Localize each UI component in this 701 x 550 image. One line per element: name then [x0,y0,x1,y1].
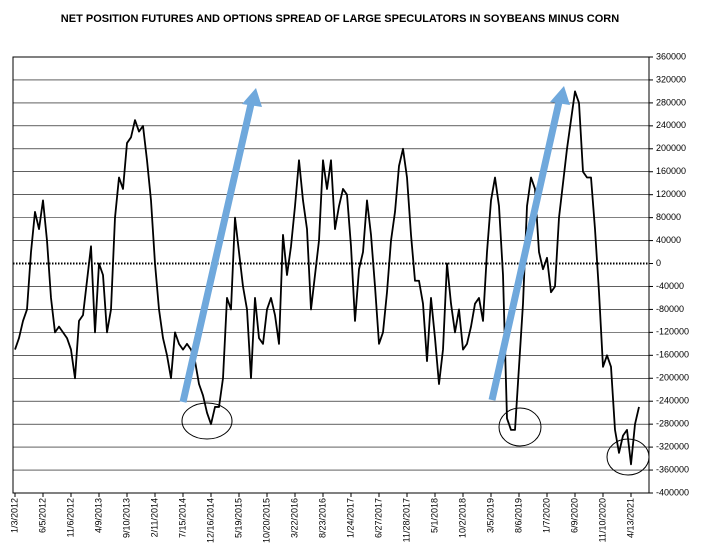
x-tick-label: 4/13/2021 [625,498,635,538]
circle-marker [181,402,233,440]
y-tick-label: 200000 [656,143,686,153]
y-tick-label: -400000 [656,487,689,497]
y-tick-label: 40000 [656,235,681,245]
x-tick-label: 4/9/2013 [93,498,103,533]
y-tick-label: -160000 [656,350,689,360]
x-tick-label: 10/2/2018 [457,498,467,538]
axes: -400000-360000-320000-280000-240000-2000… [9,51,689,543]
x-tick-label: 9/10/2013 [121,498,131,538]
arrow-head [550,86,570,105]
y-tick-label: -240000 [656,396,689,406]
x-tick-label: 11/28/2017 [401,498,411,542]
plot-frame [12,56,650,494]
x-tick-label: 7/15/2014 [177,498,187,538]
y-tick-label: -360000 [656,464,689,474]
y-tick-label: -200000 [656,373,689,383]
y-tick-label: 120000 [656,189,686,199]
y-tick-label: -80000 [656,304,684,314]
x-tick-label: 8/6/2019 [513,498,523,533]
y-tick-label: -280000 [656,419,689,429]
y-tick-label: 0 [656,258,661,268]
y-tick-label: 160000 [656,166,686,176]
x-tick-label: 3/5/2019 [485,498,495,533]
x-tick-label: 1/24/2017 [345,498,355,538]
y-tick-label: 240000 [656,120,686,130]
trend-arrow [179,103,255,403]
trend-arrow [488,101,563,401]
x-tick-label: 2/11/2014 [149,498,159,537]
x-tick-label: 5/19/2015 [233,498,243,538]
x-tick-label: 11/10/2020 [597,498,607,542]
y-tick-label: -40000 [656,281,684,291]
y-tick-label: 280000 [656,97,686,107]
x-tick-label: 8/23/2016 [317,498,327,538]
y-tick-label: 360000 [656,51,686,61]
x-tick-label: 12/16/2014 [205,498,215,543]
x-tick-label: 6/5/2012 [37,498,47,533]
x-tick-label: 3/22/2016 [289,498,299,538]
circle-marker [498,407,542,447]
x-tick-label: 5/1/2018 [429,498,439,533]
y-tick-label: -120000 [656,327,689,337]
x-tick-label: 11/6/2012 [65,498,75,537]
chart-title: NET POSITION FUTURES AND OPTIONS SPREAD … [60,13,620,25]
y-tick-label: 320000 [656,74,686,84]
annotations [179,86,650,476]
x-tick-label: 1/7/2020 [541,498,551,533]
x-tick-label: 6/27/2017 [373,498,383,538]
y-tick-label: 80000 [656,212,681,222]
y-tick-label: -320000 [656,441,689,451]
data-line [14,90,640,466]
x-tick-label: 1/3/2012 [9,498,19,533]
circle-marker [606,438,650,476]
x-tick-label: 6/9/2020 [569,498,579,533]
x-tick-label: 10/20/2015 [261,498,271,543]
arrow-head [242,88,262,107]
